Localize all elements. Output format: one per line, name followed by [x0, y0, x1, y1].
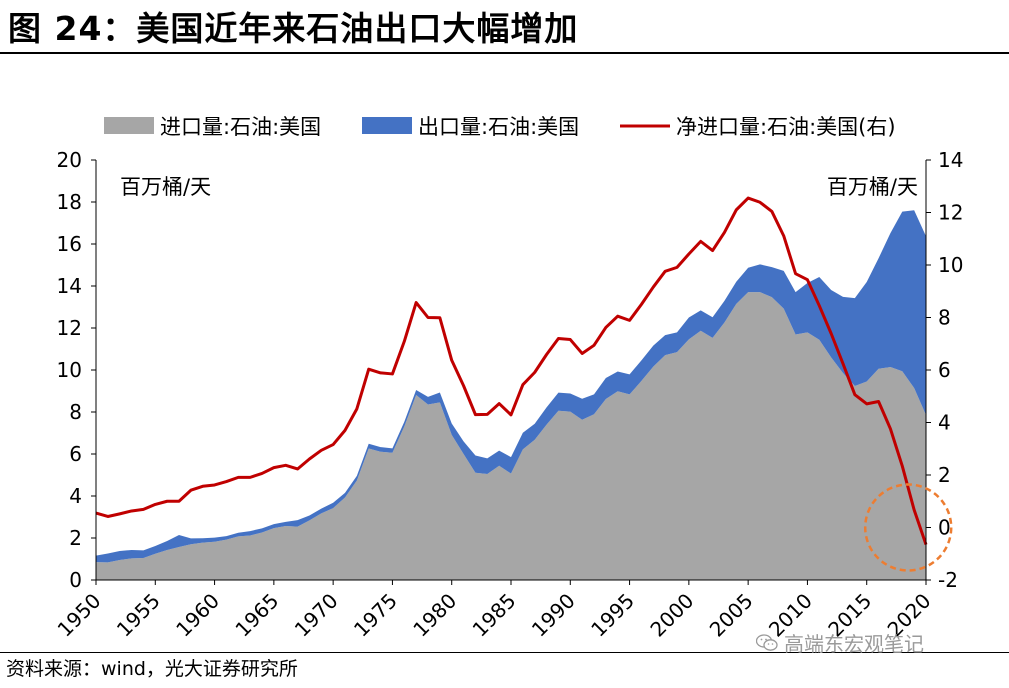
left-tick-label: 6	[69, 442, 82, 466]
right-tick-label: 12	[938, 201, 963, 225]
left-tick-label: 18	[57, 190, 82, 214]
left-tick-label: 8	[69, 400, 82, 424]
net-imports-line	[95, 196, 928, 546]
right-tick-label: 0	[938, 516, 951, 540]
watermark-text: 高端东宏观笔记	[784, 632, 924, 656]
legend-label-net: 净进口量:石油:美国(右)	[676, 115, 896, 139]
source-divider	[0, 652, 1009, 653]
x-tick-label: 1970	[290, 589, 343, 642]
left-tick-label: 16	[57, 232, 82, 256]
right-tick-label: 10	[938, 253, 963, 277]
wechat-icon	[756, 633, 778, 651]
left-tick-label: 12	[57, 316, 82, 340]
x-tick-label: 1960	[171, 589, 224, 642]
left-tick-label: 14	[57, 274, 82, 298]
imports-area	[96, 292, 926, 580]
title-divider	[0, 52, 1009, 54]
right-tick-label: 14	[938, 148, 963, 172]
legend-label-imports: 进口量:石油:美国	[160, 115, 321, 139]
x-tick-label: 2000	[645, 589, 698, 642]
left-tick-label: 20	[57, 148, 82, 172]
legend-label-exports: 出口量:石油:美国	[418, 115, 579, 139]
x-tick-label: 1995	[586, 589, 639, 642]
right-tick-label: 2	[938, 463, 951, 487]
left-tick-label: 10	[57, 358, 82, 382]
legend-swatch-imports	[104, 117, 154, 134]
right-tick-label: -2	[938, 568, 958, 592]
x-tick-label: 1950	[53, 589, 106, 642]
page-title: 图 24：美国近年来石油出口大幅增加	[8, 9, 579, 48]
left-tick-label: 2	[69, 526, 82, 550]
right-tick-label: 6	[938, 358, 951, 382]
legend-swatch-exports	[362, 117, 412, 134]
x-tick-label: 1975	[349, 589, 402, 642]
x-tick-label: 1980	[408, 589, 461, 642]
right-tick-label: 4	[938, 411, 951, 435]
left-tick-label: 4	[69, 484, 82, 508]
right-unit-label: 百万桶/天	[827, 175, 918, 199]
watermark: 高端东宏观笔记	[756, 628, 924, 657]
right-tick-label: 8	[938, 306, 951, 330]
x-tick-label: 1985	[468, 589, 521, 642]
highlight-circle	[863, 483, 953, 572]
left-unit-label: 百万桶/天	[120, 175, 211, 199]
left-tick-label: 0	[69, 568, 82, 592]
source-note: 资料来源：wind，光大证券研究所	[6, 658, 298, 680]
x-tick-label: 1990	[527, 589, 580, 642]
x-tick-label: 1965	[230, 589, 283, 642]
x-tick-label: 1955	[112, 589, 165, 642]
x-tick-label: 2005	[705, 589, 758, 642]
